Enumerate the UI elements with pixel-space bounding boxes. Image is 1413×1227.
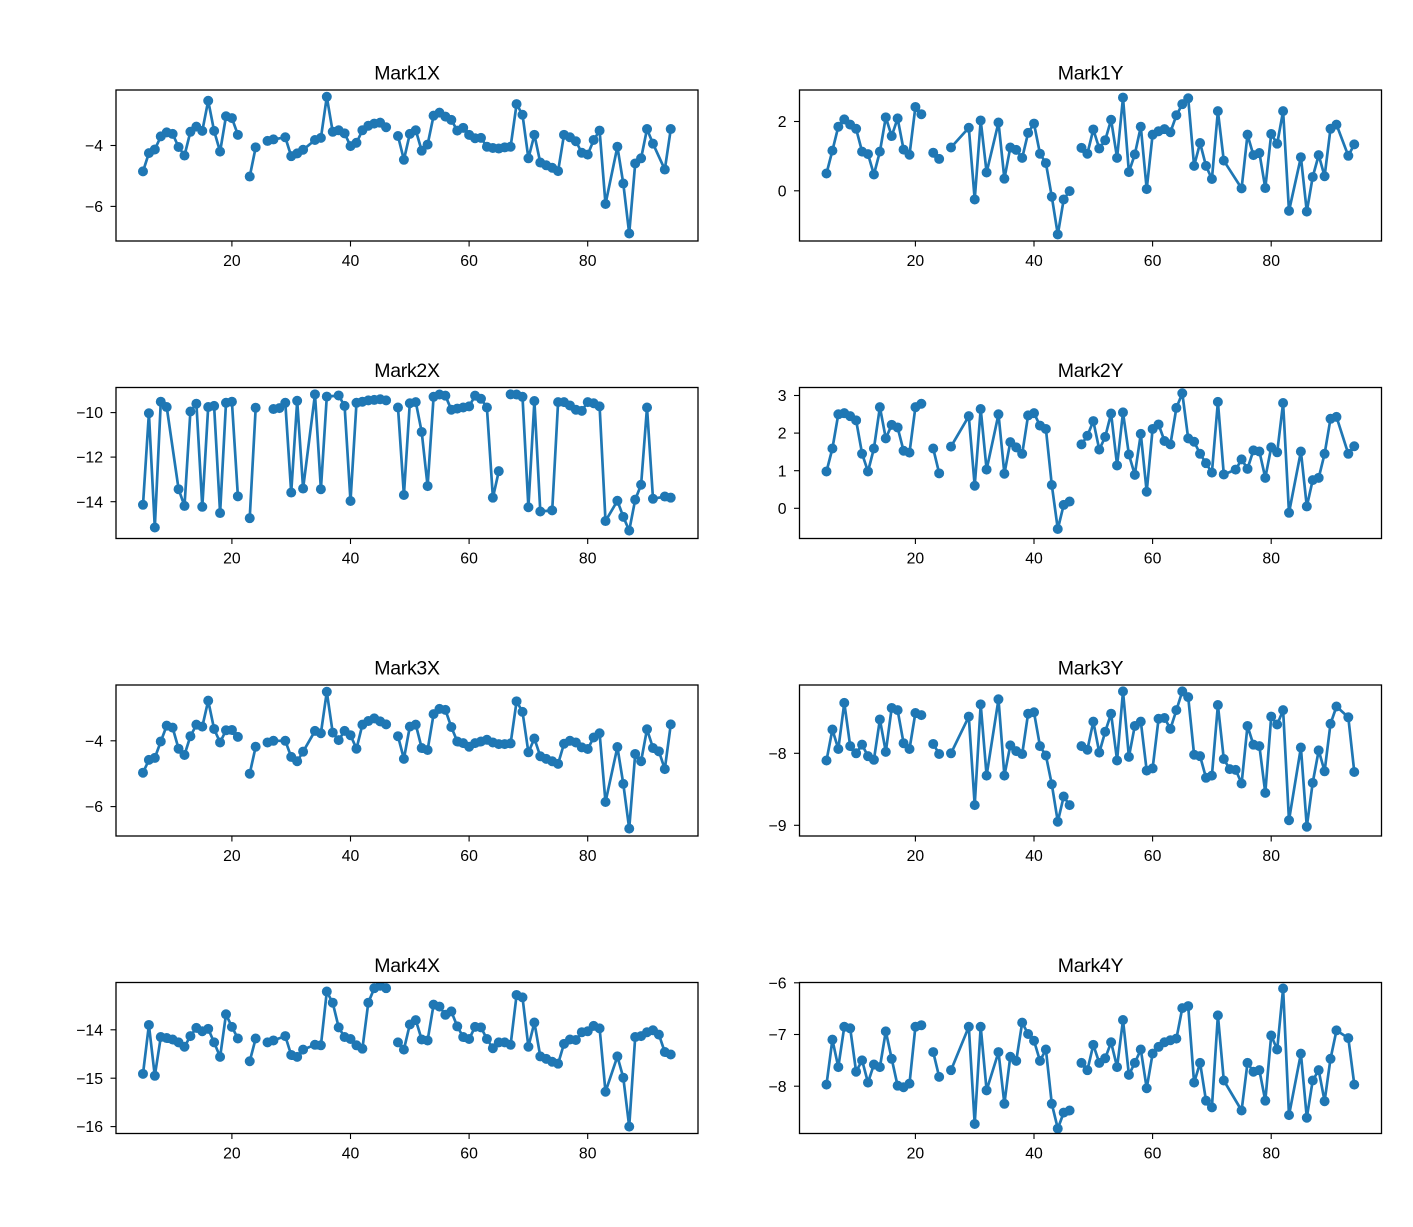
svg-text:60: 60 <box>1144 848 1162 865</box>
svg-text:20: 20 <box>223 550 241 567</box>
svg-text:−7: −7 <box>768 1027 786 1044</box>
svg-text:−8: −8 <box>768 746 786 763</box>
svg-text:−14: −14 <box>76 494 103 511</box>
svg-text:−12: −12 <box>76 450 103 467</box>
svg-text:0: 0 <box>778 183 787 200</box>
svg-text:Mark1Y: Mark1Y <box>1058 62 1124 84</box>
svg-text:80: 80 <box>579 550 597 567</box>
svg-text:40: 40 <box>342 550 360 567</box>
svg-text:60: 60 <box>460 550 478 567</box>
svg-text:60: 60 <box>1144 1145 1162 1162</box>
svg-text:40: 40 <box>1025 253 1043 270</box>
svg-text:60: 60 <box>1144 253 1162 270</box>
svg-text:2: 2 <box>778 426 787 443</box>
svg-text:−4: −4 <box>85 733 103 750</box>
svg-text:Mark4Y: Mark4Y <box>1058 955 1124 977</box>
svg-text:3: 3 <box>778 388 787 405</box>
svg-text:−15: −15 <box>76 1071 103 1088</box>
svg-text:80: 80 <box>579 1145 597 1162</box>
svg-text:40: 40 <box>1025 1145 1043 1162</box>
svg-text:60: 60 <box>1144 550 1162 567</box>
svg-text:Mark2X: Mark2X <box>374 360 440 382</box>
svg-text:Mark4X: Mark4X <box>374 955 440 977</box>
svg-text:80: 80 <box>579 848 597 865</box>
svg-text:Mark3X: Mark3X <box>374 657 440 679</box>
svg-text:2: 2 <box>778 114 787 131</box>
svg-text:40: 40 <box>342 848 360 865</box>
svg-text:80: 80 <box>1262 1145 1280 1162</box>
svg-text:20: 20 <box>907 1145 925 1162</box>
svg-text:60: 60 <box>460 1145 478 1162</box>
svg-text:−6: −6 <box>768 975 786 992</box>
svg-text:40: 40 <box>342 253 360 270</box>
svg-text:−10: −10 <box>76 405 103 422</box>
svg-text:40: 40 <box>1025 550 1043 567</box>
svg-text:−16: −16 <box>76 1119 103 1136</box>
svg-text:−6: −6 <box>85 199 103 216</box>
svg-text:20: 20 <box>223 253 241 270</box>
svg-text:60: 60 <box>460 848 478 865</box>
svg-text:Mark1X: Mark1X <box>374 62 440 84</box>
svg-text:Mark3Y: Mark3Y <box>1058 657 1124 679</box>
svg-text:80: 80 <box>1262 550 1280 567</box>
svg-text:−8: −8 <box>768 1079 786 1096</box>
svg-text:−4: −4 <box>85 138 103 155</box>
svg-text:80: 80 <box>579 253 597 270</box>
svg-text:20: 20 <box>907 848 925 865</box>
svg-text:80: 80 <box>1262 253 1280 270</box>
svg-text:Mark2Y: Mark2Y <box>1058 360 1124 382</box>
svg-text:−9: −9 <box>768 818 786 835</box>
svg-text:60: 60 <box>460 253 478 270</box>
svg-text:0: 0 <box>778 501 787 518</box>
svg-text:20: 20 <box>907 550 925 567</box>
svg-text:20: 20 <box>223 1145 241 1162</box>
svg-text:40: 40 <box>342 1145 360 1162</box>
svg-text:−6: −6 <box>85 799 103 816</box>
svg-text:20: 20 <box>907 253 925 270</box>
svg-text:80: 80 <box>1262 848 1280 865</box>
svg-text:−14: −14 <box>76 1022 103 1039</box>
svg-text:40: 40 <box>1025 848 1043 865</box>
svg-text:1: 1 <box>778 463 787 480</box>
svg-text:20: 20 <box>223 848 241 865</box>
